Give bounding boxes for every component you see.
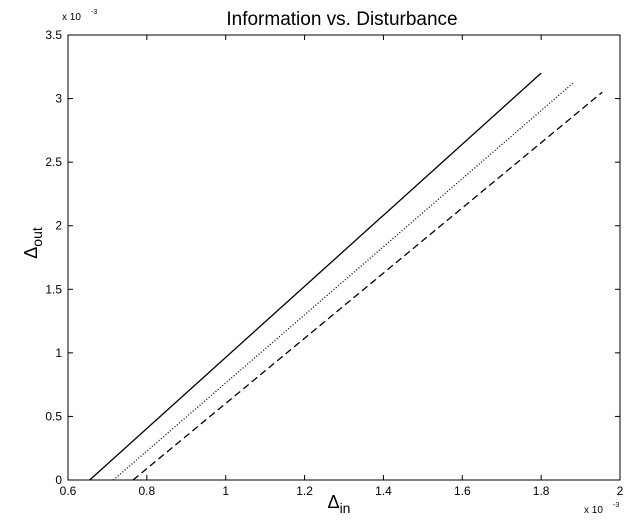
x-tick-label: 0.6	[60, 484, 77, 498]
series-line-dotted	[112, 82, 574, 481]
x-tick-label: 1.6	[454, 484, 471, 498]
plot-area-frame	[67, 34, 621, 481]
y-axis-multiplier: x 10 -3	[62, 9, 97, 23]
series-line-dashed	[132, 91, 603, 481]
x-tick-label: 1.2	[296, 484, 313, 498]
x-tick-label: 1.4	[375, 484, 392, 498]
x-axis-label-symbol: Δ	[328, 492, 340, 512]
y-tick-label: 2.5	[45, 155, 62, 169]
y-multiplier-exponent: -3	[91, 9, 97, 16]
y-tick-label: 3.5	[45, 28, 62, 42]
series-lines	[89, 72, 603, 481]
series-line-solid	[89, 72, 542, 481]
x-axis-label: Δin	[328, 492, 351, 516]
y-tick-label: 3	[55, 92, 62, 106]
y-tick-label: 0.5	[45, 409, 62, 423]
y-axis-label-symbol: Δ	[21, 247, 41, 259]
y-tick-label: 0	[55, 473, 62, 487]
x-tick-label: 0.8	[139, 484, 156, 498]
x-tick-label: 1	[222, 484, 229, 498]
x-tick-label: 2	[617, 484, 624, 498]
y-multiplier-base: x 10	[62, 12, 81, 23]
chart-title: Information vs. Disturbance	[226, 9, 457, 30]
x-tick-label: 1.8	[533, 484, 550, 498]
y-axis-label: Δout	[21, 227, 45, 259]
y-tick-label: 1	[55, 346, 62, 360]
x-multiplier-exponent: -3	[613, 502, 619, 509]
axis-ticks: 0.6 0.8 1 1.2 1.4 1.6 1.8 2 0 0.5 1 1.5 2 2.5 3 3.5	[45, 28, 623, 498]
y-tick-label: 1.5	[45, 282, 62, 296]
y-tick-label: 2	[55, 219, 62, 233]
x-axis-multiplier: x 10 -3	[584, 502, 619, 516]
x-multiplier-base: x 10	[584, 505, 603, 516]
y-axis-label-subscript: out	[29, 227, 45, 247]
x-axis-label-subscript: in	[340, 500, 351, 516]
